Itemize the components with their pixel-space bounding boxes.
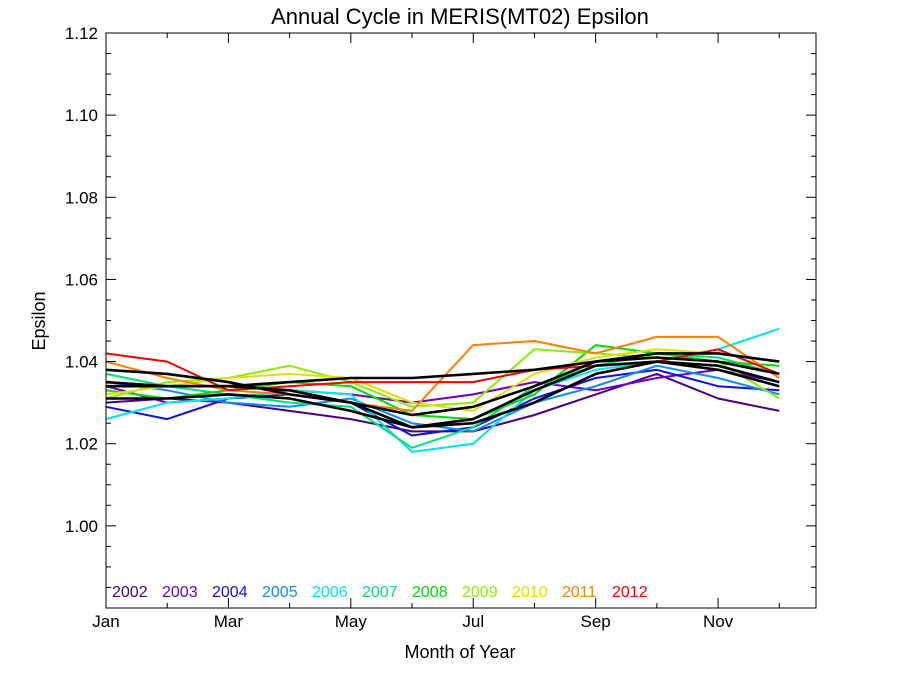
x-tick-label: Jan <box>92 612 119 631</box>
y-tick-label: 1.04 <box>65 353 98 372</box>
legend: 2002 2003 2004 2005 2006 2007 2008 2009 2010 2011… <box>112 584 648 601</box>
x-tick-label: Nov <box>703 612 734 631</box>
legend-item-2012: 2012 <box>612 584 648 601</box>
series-line-2004 <box>105 368 780 437</box>
series-line-2008 <box>105 344 780 421</box>
x-tick-label: Sep <box>581 612 611 631</box>
x-tick-label: Jul <box>462 612 484 631</box>
y-tick-label: 1.10 <box>65 106 98 125</box>
y-tick-label: 1.06 <box>65 270 98 289</box>
legend-item-2006: 2006 <box>312 584 348 601</box>
x-tick-label: Mar <box>214 612 244 631</box>
y-axis-label: Epsilon <box>29 291 49 350</box>
legend-item-2005: 2005 <box>262 584 298 601</box>
series-line-14 <box>106 352 780 388</box>
plot-area <box>105 327 780 453</box>
axes: 1.00 1.02 1.04 1.06 1.08 1.10 1.12 Jan Mar May Jul… <box>65 24 817 631</box>
series-line-13 <box>106 360 780 429</box>
series-line-12 <box>105 356 780 417</box>
legend-item-2003: 2003 <box>162 584 198 601</box>
legend-item-2009: 2009 <box>462 584 498 601</box>
series-line-2011 <box>105 335 780 412</box>
x-tick-label: May <box>335 612 368 631</box>
y-tick-label: 1.12 <box>65 24 98 43</box>
series-line-2006 <box>105 327 780 453</box>
series-line-2010 <box>105 348 780 412</box>
y-tick-label: 1.02 <box>65 435 98 454</box>
y-tick-label: 1.00 <box>65 517 98 536</box>
y-tick-label: 1.08 <box>65 188 98 207</box>
x-axis-label: Month of Year <box>404 642 515 662</box>
legend-item-2010: 2010 <box>512 584 548 601</box>
plot-frame <box>105 32 817 609</box>
legend-item-2002: 2002 <box>112 584 148 601</box>
legend-item-2007: 2007 <box>362 584 398 601</box>
series-line-2005 <box>105 364 780 433</box>
legend-item-2004: 2004 <box>212 584 248 601</box>
legend-item-2011: 2011 <box>562 584 597 601</box>
chart-title: Annual Cycle in MERIS(MT02) Epsilon <box>271 4 649 29</box>
legend-item-2008: 2008 <box>412 584 448 601</box>
